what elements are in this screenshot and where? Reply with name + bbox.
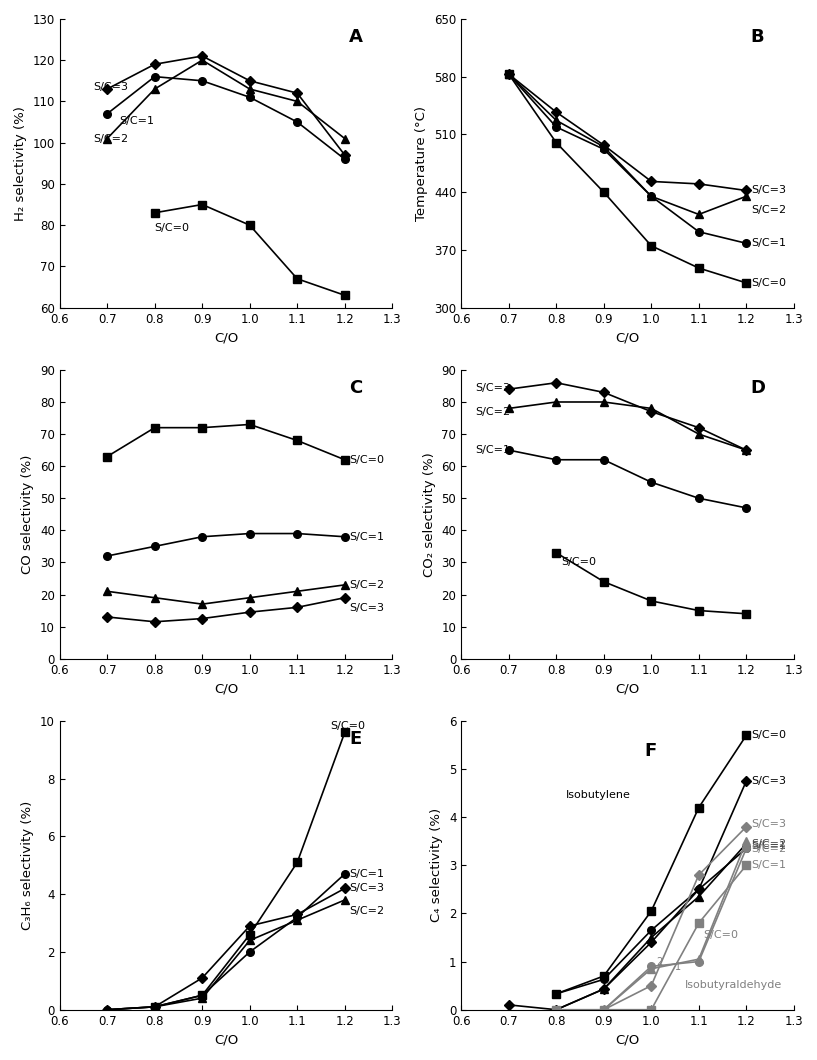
Text: S/C=0: S/C=0 bbox=[331, 721, 365, 731]
Text: S/C=0: S/C=0 bbox=[751, 278, 786, 288]
Text: S/C=0: S/C=0 bbox=[751, 730, 786, 740]
Text: S/C=1: S/C=1 bbox=[475, 445, 511, 455]
Text: S/C=3: S/C=3 bbox=[751, 776, 786, 787]
Text: D: D bbox=[751, 379, 766, 398]
Text: S/C=3: S/C=3 bbox=[751, 186, 786, 195]
Text: S/C=0: S/C=0 bbox=[154, 223, 190, 233]
Text: S/C=1: S/C=1 bbox=[350, 869, 385, 879]
Text: S/C=3: S/C=3 bbox=[751, 819, 786, 829]
Text: S/C=2: S/C=2 bbox=[751, 838, 786, 849]
X-axis label: C/O: C/O bbox=[615, 682, 640, 695]
Text: 2: 2 bbox=[656, 957, 663, 968]
Text: S/C=2: S/C=2 bbox=[350, 905, 385, 916]
Text: S/C=1: S/C=1 bbox=[751, 238, 786, 248]
Y-axis label: CO selectivity (%): CO selectivity (%) bbox=[21, 455, 34, 573]
Text: E: E bbox=[349, 730, 361, 748]
Y-axis label: C₃H₆ selectivity (%): C₃H₆ selectivity (%) bbox=[21, 800, 34, 930]
Text: S/C=2: S/C=2 bbox=[475, 407, 511, 417]
Text: S/C=2: S/C=2 bbox=[93, 134, 128, 143]
Y-axis label: CO₂ selectivity (%): CO₂ selectivity (%) bbox=[423, 452, 436, 577]
Text: A: A bbox=[349, 28, 363, 46]
Text: S/C=1: S/C=1 bbox=[751, 861, 786, 870]
Text: S/C=3: S/C=3 bbox=[93, 82, 128, 92]
X-axis label: C/O: C/O bbox=[615, 1034, 640, 1046]
Text: B: B bbox=[751, 28, 764, 46]
Text: 1: 1 bbox=[675, 962, 681, 972]
Text: C: C bbox=[349, 379, 362, 398]
Y-axis label: C₄ selectivity (%): C₄ selectivity (%) bbox=[431, 808, 444, 922]
Text: S/C=1: S/C=1 bbox=[119, 116, 154, 126]
Text: F: F bbox=[644, 742, 656, 760]
X-axis label: C/O: C/O bbox=[214, 331, 238, 345]
X-axis label: C/O: C/O bbox=[214, 1034, 238, 1046]
Text: S/C=3: S/C=3 bbox=[475, 383, 511, 392]
Text: S/C=0: S/C=0 bbox=[703, 930, 739, 940]
Text: S/C=1: S/C=1 bbox=[350, 532, 385, 542]
Text: Isobutyraldehyde: Isobutyraldehyde bbox=[685, 980, 782, 990]
Y-axis label: H₂ selectivity (%): H₂ selectivity (%) bbox=[14, 106, 27, 220]
Text: S/C=1: S/C=1 bbox=[751, 841, 786, 851]
X-axis label: C/O: C/O bbox=[214, 682, 238, 695]
Text: S/C=2: S/C=2 bbox=[350, 580, 385, 589]
Text: S/C=0: S/C=0 bbox=[350, 455, 385, 464]
X-axis label: C/O: C/O bbox=[615, 331, 640, 345]
Text: S/C=3: S/C=3 bbox=[350, 883, 385, 894]
Text: S/C=3: S/C=3 bbox=[350, 602, 385, 613]
Y-axis label: Temperature (°C): Temperature (°C) bbox=[415, 106, 428, 220]
Text: Isobutylene: Isobutylene bbox=[565, 790, 631, 800]
Text: S/C=0: S/C=0 bbox=[561, 558, 596, 567]
Text: S/C=2: S/C=2 bbox=[751, 205, 786, 214]
Text: S/C=2: S/C=2 bbox=[751, 844, 786, 853]
